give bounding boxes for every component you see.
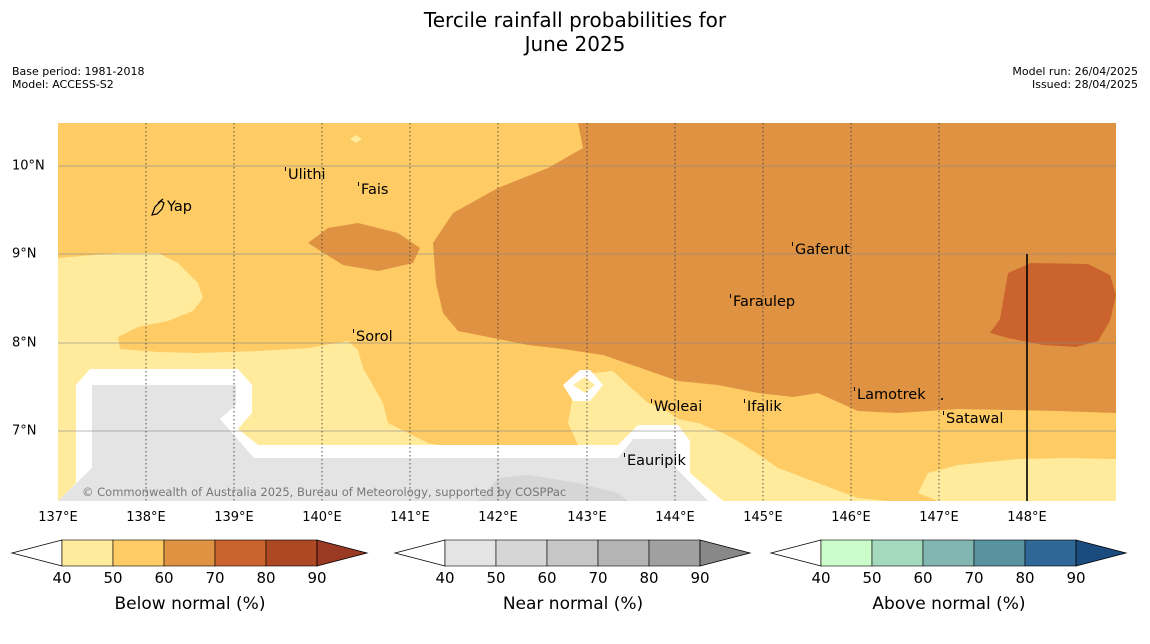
region-below-60-70-small <box>308 223 420 271</box>
below-tick-50: 50 <box>103 569 123 587</box>
place-fais: Fais <box>358 182 388 198</box>
issued-date: Issued: 28/04/2025 <box>1031 78 1138 91</box>
colorbar-below-normal: 40 50 60 70 80 90 Below normal (%) <box>10 538 370 628</box>
above-tick-70: 70 <box>964 569 984 587</box>
lon-label-148e: 148°E <box>1007 510 1047 525</box>
lon-label-143e: 143°E <box>567 510 607 525</box>
lat-label-8n: 8°N <box>12 335 37 351</box>
above-bin-70-80 <box>973 539 1026 567</box>
colorbar-above-normal: 40 50 60 70 80 90 Above normal (%) <box>769 538 1129 628</box>
place-gaferut: Gaferut <box>792 242 850 258</box>
lat-label-10n: 10°N <box>12 158 45 174</box>
place-yap: Yap <box>167 199 192 215</box>
lon-label-145e: 145°E <box>743 510 783 525</box>
above-tick-50: 50 <box>862 569 882 587</box>
above-under-arrow <box>769 539 822 567</box>
lon-label-140e: 140°E <box>302 510 342 525</box>
below-under-arrow <box>10 539 63 567</box>
place-woleai: Woleai <box>651 399 702 415</box>
map-title: Tercile rainfall probabilities for June … <box>0 8 1150 56</box>
below-tick-80: 80 <box>256 569 276 587</box>
region-below-60-70 <box>433 123 1116 413</box>
near-over-arrow <box>699 539 752 567</box>
region-near-normal-40-50 <box>58 385 708 501</box>
colorbar-above-normal-scale <box>769 539 1128 567</box>
above-bin-80-90 <box>1024 539 1077 567</box>
near-tick-40: 40 <box>435 569 455 587</box>
region-below-60-70-spot <box>1000 189 1036 201</box>
below-normal-label: Below normal (%) <box>114 594 266 614</box>
yap-island-outline <box>151 198 165 216</box>
above-tick-60: 60 <box>913 569 933 587</box>
place-ifalik: Ifalik <box>744 399 782 415</box>
title-line-1: Tercile rainfall probabilities for <box>423 8 727 32</box>
near-bin-80-90 <box>648 539 701 567</box>
model-run: Model run: 26/04/2025 <box>1012 65 1138 78</box>
lamotrek-dot <box>941 398 943 400</box>
title-line-2: June 2025 <box>524 32 626 56</box>
region-below-spot-north <box>350 135 362 143</box>
model-name: Model: ACCESS-S2 <box>12 78 114 91</box>
region-below-70-80 <box>990 263 1116 347</box>
above-tick-90: 90 <box>1066 569 1086 587</box>
place-faraulep: Faraulep <box>730 294 795 310</box>
below-bin-40-50 <box>61 539 114 567</box>
below-bin-50-60 <box>112 539 165 567</box>
lon-label-141e: 141°E <box>390 510 430 525</box>
below-bin-60-70 <box>163 539 216 567</box>
near-bin-50-60 <box>495 539 548 567</box>
place-ulithi: Ulithi <box>285 167 326 183</box>
below-over-arrow <box>316 539 369 567</box>
lon-label-147e: 147°E <box>919 510 959 525</box>
near-tick-50: 50 <box>486 569 506 587</box>
near-tick-70: 70 <box>588 569 608 587</box>
lat-label-9n: 9°N <box>12 246 37 262</box>
place-lamotrek: Lamotrek <box>854 387 926 403</box>
place-sorol: Sorol <box>353 329 393 345</box>
base-period: Base period: 1981-2018 <box>12 65 145 78</box>
meta-left: Base period: 1981-2018 Model: ACCESS-S2 <box>12 65 144 91</box>
near-bin-40-50 <box>444 539 497 567</box>
below-bin-80-90 <box>265 539 318 567</box>
place-eauripik: Eauripik <box>624 453 686 469</box>
place-satawal: Satawal <box>943 411 1003 427</box>
below-tick-90: 90 <box>307 569 327 587</box>
lon-label-139e: 139°E <box>214 510 254 525</box>
near-normal-label: Near normal (%) <box>502 594 644 614</box>
above-over-arrow <box>1075 539 1128 567</box>
probability-map[interactable] <box>58 123 1116 501</box>
region-below-islet <box>573 377 595 393</box>
lon-label-137e: 137°E <box>38 510 78 525</box>
map-canvas <box>58 123 1116 501</box>
graticule-longitude <box>145 123 940 501</box>
colorbar-below-normal-scale <box>10 539 369 567</box>
above-bin-50-60 <box>871 539 924 567</box>
above-tick-40: 40 <box>811 569 831 587</box>
above-bin-40-50 <box>820 539 873 567</box>
near-bin-60-70 <box>546 539 599 567</box>
below-bin-70-80 <box>214 539 267 567</box>
below-tick-70: 70 <box>205 569 225 587</box>
near-tick-60: 60 <box>537 569 557 587</box>
region-near-normal-50-60 <box>478 475 628 501</box>
lon-label-138e: 138°E <box>126 510 166 525</box>
colorbar-near-normal: 40 50 60 70 80 90 Near normal (%) <box>393 538 753 628</box>
region-below-40-50-east <box>918 458 1116 501</box>
copyright-notice: © Commonwealth of Australia 2025, Bureau… <box>82 485 567 499</box>
near-tick-80: 80 <box>639 569 659 587</box>
above-bin-60-70 <box>922 539 975 567</box>
lon-label-146e: 146°E <box>831 510 871 525</box>
lat-label-7n: 7°N <box>12 423 37 439</box>
near-bin-70-80 <box>597 539 650 567</box>
near-under-arrow <box>393 539 446 567</box>
lon-label-142e: 142°E <box>478 510 518 525</box>
meta-right: Model run: 26/04/2025 Issued: 28/04/2025 <box>1012 65 1138 91</box>
below-tick-60: 60 <box>154 569 174 587</box>
near-tick-90: 90 <box>690 569 710 587</box>
below-tick-40: 40 <box>52 569 72 587</box>
colorbar-near-normal-scale <box>393 539 752 567</box>
above-normal-label: Above normal (%) <box>872 594 1026 614</box>
lon-label-144e: 144°E <box>655 510 695 525</box>
above-tick-80: 80 <box>1015 569 1035 587</box>
